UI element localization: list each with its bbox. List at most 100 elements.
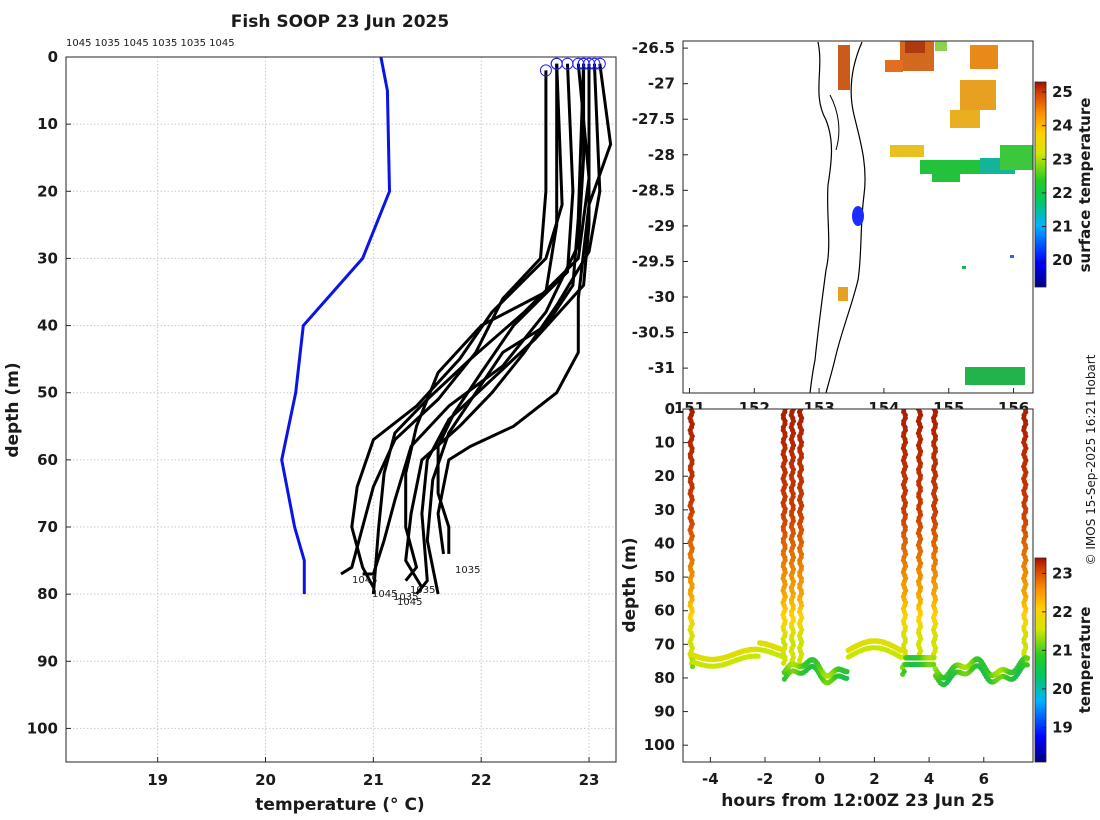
profile-x-tick-label: 20 [255, 771, 276, 789]
profile-top-labels: 1045 1035 1045 1035 1035 1045 [66, 38, 235, 49]
temperature-profile-line [340, 70, 548, 576]
map-colorbar-tick-label: 23 [1052, 150, 1073, 168]
annotation-1045-c: 1045 [397, 597, 422, 608]
section-y-tick-label: 50 [654, 568, 675, 586]
profile-axes-background [66, 57, 616, 762]
map-colorbar-tick-label: 25 [1052, 83, 1073, 101]
profile-x-tick-label: 22 [471, 771, 492, 789]
map-plot: -26.5 -27 -27.5 -28 -28.5 -29 -29.5 -30 -30.5 -31… [632, 39, 1094, 417]
section-y-tick-label: 80 [654, 669, 675, 687]
section-y-tick-label: 30 [654, 501, 675, 519]
section-colorbar-label: temperature [1076, 607, 1094, 714]
map-y-tick-label: -28.5 [632, 181, 675, 199]
annotation-1045-a: 1045 [352, 575, 377, 586]
cold-spot [852, 206, 864, 226]
map-y-tick-label: -30.5 [632, 324, 675, 342]
climatology-line [280, 57, 391, 595]
section-tow-point [780, 647, 786, 653]
surface-marker-circle [539, 64, 552, 77]
surface-marker-circle [550, 57, 563, 70]
section-x-label: hours from 12:00Z 23 Jun 25 [721, 791, 994, 811]
section-x-tick-label: 2 [869, 770, 879, 788]
section-y-label: depth (m) [620, 537, 640, 632]
section-x-tick-label: -2 [757, 770, 774, 788]
profile-x-label: temperature (° C) [255, 795, 424, 815]
profile-depth-annotations: 1035 1045 1035 1045 1035 1045 [352, 565, 480, 608]
section-tow-point [898, 647, 904, 654]
map-colorbar-tick-label: 20 [1052, 251, 1073, 269]
credit-text: © IMOS 15-Sep-2025 16:21 Hobart [1084, 354, 1098, 565]
section-plot: -4 -2 0 2 4 6 0 10 20 30 40 50 60 70 80 90 100 hours fr… [620, 400, 1094, 811]
map-colorbar-ticks: 20 21 22 23 24 25 [1042, 83, 1073, 269]
section-x-tick-label: 0 [815, 770, 825, 788]
sst-patch [1010, 255, 1014, 258]
section-colorbar-tick-label: 19 [1052, 718, 1073, 736]
profile-y-tick-label: 20 [37, 182, 58, 200]
section-tow-point [931, 661, 937, 668]
sst-patch [935, 41, 947, 51]
section-axes-box [682, 408, 1034, 763]
annotation-1045-b: 1045 [372, 589, 397, 600]
map-y-tick-label: -27 [648, 75, 675, 93]
sst-patches [838, 41, 1033, 385]
surface-marker-circle [572, 57, 585, 70]
sst-patch [905, 41, 925, 53]
sst-patch [962, 266, 966, 269]
section-colorbar-tick-label: 21 [1052, 641, 1073, 659]
section-colorbar-tick-label: 20 [1052, 680, 1073, 698]
map-colorbar-tick-label: 22 [1052, 184, 1073, 202]
map-y-tick-label: -29 [648, 217, 675, 235]
map-content [809, 41, 1033, 393]
section-colorbar-tick-label: 23 [1052, 564, 1073, 582]
section-x-tick-label: -4 [702, 770, 719, 788]
section-y-tick-label: 100 [644, 736, 675, 754]
section-y-tick-label: 0 [665, 400, 675, 418]
temperature-profile-line [404, 63, 602, 589]
sst-patch [838, 287, 848, 301]
map-y-tick-label: -26.5 [632, 39, 675, 57]
coastline-east [825, 41, 866, 393]
profile-y-ticks: 0 10 20 30 40 50 60 70 80 90 100 [27, 48, 71, 737]
sst-patch [970, 45, 998, 69]
section-x-tick-label: 6 [979, 770, 989, 788]
section-tow-point [844, 675, 850, 681]
profile-x-tick-label: 23 [579, 771, 600, 789]
profile-y-tick-label: 0 [48, 48, 58, 66]
profile-series-group [280, 57, 613, 596]
map-colorbar-tick-label: 21 [1052, 218, 1073, 236]
profile-x-tick-label: 21 [363, 771, 384, 789]
temperature-profile-line [371, 63, 591, 595]
sst-patch [950, 110, 980, 128]
map-y-tick-label: -31 [648, 359, 675, 377]
section-colorbar [1034, 557, 1047, 763]
section-y-tick-label: 20 [654, 467, 675, 485]
profile-y-tick-label: 30 [37, 249, 58, 267]
section-tow-point [755, 653, 761, 659]
section-tow-point [690, 663, 696, 670]
profile-y-tick-label: 90 [37, 652, 58, 670]
temperature-profile-line [362, 63, 586, 576]
temperature-profile-line [350, 63, 564, 589]
profile-y-tick-label: 80 [37, 585, 58, 603]
section-tow-point [1024, 662, 1030, 668]
sst-patch [965, 367, 1025, 385]
map-axes-box [682, 40, 1034, 394]
section-tow-point [844, 668, 850, 675]
annotation-1035-c: 1035 [393, 592, 418, 603]
sst-patch [890, 145, 924, 157]
map-y-tick-label: -30 [648, 288, 675, 306]
profile-x-ticks: 19 20 21 22 23 [147, 757, 599, 789]
profile-title: Fish SOOP 23 Jun 2025 [231, 12, 449, 32]
sst-patch [960, 80, 996, 110]
temperature-profile-line [425, 63, 586, 595]
surface-marker-circle [593, 57, 606, 70]
section-tow-point [898, 654, 904, 660]
profile-y-tick-label: 70 [37, 518, 58, 536]
profile-plot: 1035 1045 1035 1045 1035 1045 19 20 21 22 23… [3, 12, 617, 815]
sst-patch [885, 60, 903, 72]
profile-axes-box [65, 56, 617, 763]
section-y-tick-label: 90 [654, 703, 675, 721]
map-colorbar [1034, 81, 1047, 288]
temperature-profile-line [436, 63, 575, 554]
